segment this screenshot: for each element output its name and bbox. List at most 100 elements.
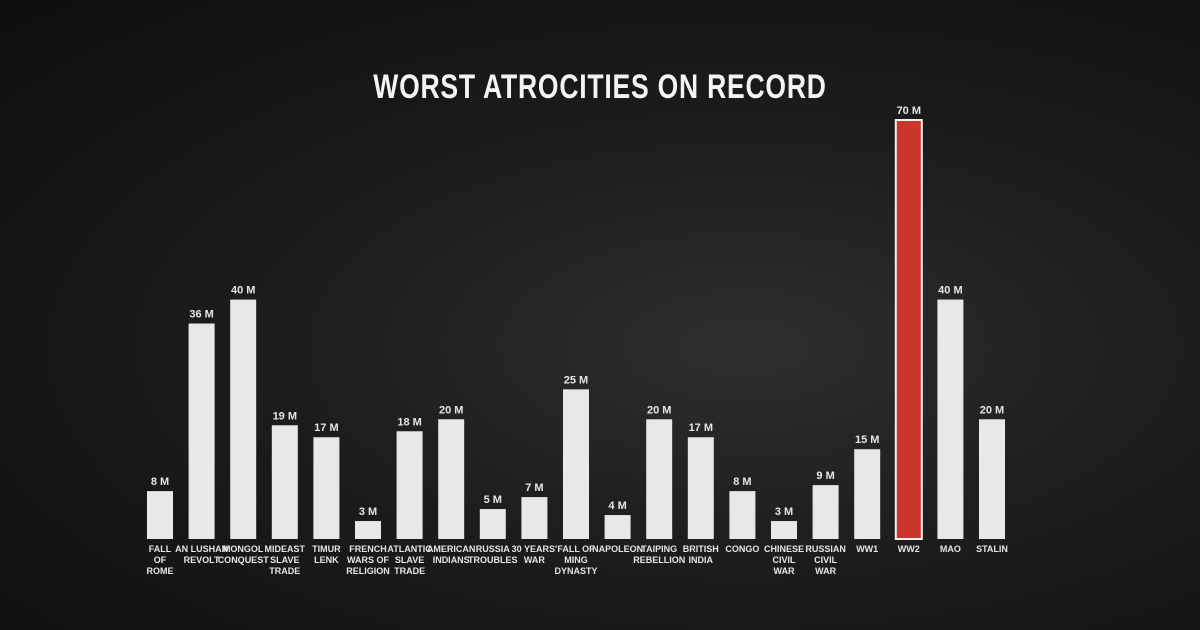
category-label-line: TAIPING — [641, 544, 677, 554]
bar-15 — [771, 521, 797, 539]
category-label-line: WW1 — [856, 544, 878, 554]
category-label-line: AN LUSHAN — [175, 544, 228, 554]
bar-7 — [438, 419, 465, 539]
bar-5 — [355, 521, 381, 539]
bar-value-label-14: 8 M — [733, 476, 751, 488]
category-label-15: CHINESE CIVIL WAR — [764, 544, 804, 576]
category-label-20: STALIN — [976, 544, 1008, 554]
bar-19 — [937, 299, 964, 539]
category-label-13: BRITISH INDIA — [683, 544, 719, 565]
category-label-7: AMERICAN INDIANS — [427, 544, 476, 565]
bar-20 — [979, 419, 1005, 539]
bar-value-label-5: 3 M — [359, 506, 377, 518]
category-label-line: REBELLION — [633, 555, 685, 565]
category-label-line: WAR — [774, 566, 795, 576]
chart-title: WORST ATROCITIES ON RECORD — [373, 68, 827, 106]
category-label-line: TROUBLES — [468, 555, 518, 565]
category-label-2: MONGOL CONQUEST — [218, 544, 270, 565]
bar-value-label-17: 15 M — [855, 434, 879, 446]
category-label-line: CIVIL — [772, 555, 796, 565]
category-label-line: SLAVE — [395, 555, 424, 565]
category-label-line: STALIN — [976, 544, 1008, 554]
bar-value-label-4: 17 M — [314, 422, 338, 434]
bar-2 — [230, 299, 257, 539]
bar-value-label-7: 20 M — [439, 404, 463, 416]
bar-4 — [313, 437, 340, 539]
category-label-10: FALL OF MING DYNASTY — [554, 544, 597, 576]
category-label-line: INDIA — [689, 555, 714, 565]
category-label-19: MAO — [940, 544, 961, 554]
category-label-14: CONGO — [725, 544, 759, 554]
category-label-line: WAR — [524, 555, 545, 565]
category-label-line: MING — [564, 555, 588, 565]
category-label-1: AN LUSHAN REVOLT — [175, 544, 228, 565]
category-label-line: CONGO — [725, 544, 759, 554]
bar-8 — [479, 509, 506, 539]
bar-value-label-1: 36 M — [189, 309, 213, 321]
category-label-line: FALL — [149, 544, 172, 554]
bar-14 — [729, 491, 756, 539]
category-label-line: CHINESE — [764, 544, 804, 554]
bar-value-label-11: 4 M — [608, 500, 626, 512]
category-label-9: 30 YEARS' WAR — [512, 544, 558, 565]
bar-6 — [396, 431, 423, 539]
category-label-line: OF — [154, 555, 167, 565]
category-label-line: TRADE — [269, 566, 300, 576]
bar-value-label-8: 5 M — [484, 494, 502, 506]
category-label-line: TRADE — [394, 566, 425, 576]
category-label-line: TIMUR — [312, 544, 341, 554]
bar-9 — [521, 497, 548, 539]
bar-value-label-19: 40 M — [938, 285, 962, 297]
category-label-line: MAO — [940, 544, 961, 554]
category-label-line: LENK — [314, 555, 339, 565]
bar-1 — [188, 323, 215, 539]
category-label-line: SLAVE — [270, 555, 299, 565]
bar-value-label-13: 17 M — [689, 422, 713, 434]
bar-10 — [563, 389, 589, 539]
category-label-line: MONGOL — [223, 544, 264, 554]
bar-12 — [646, 419, 673, 539]
category-label-11: NAPOLEON — [592, 544, 643, 554]
category-label-line: DYNASTY — [554, 566, 597, 576]
category-label-line: WW2 — [898, 544, 920, 554]
category-label-line: ATLANTIC — [387, 544, 432, 554]
bar-value-label-16: 9 M — [816, 470, 834, 482]
bar-value-label-20: 20 M — [980, 404, 1004, 416]
category-label-3: MIDEAST SLAVE TRADE — [265, 544, 306, 576]
category-label-line: 30 YEARS' — [512, 544, 558, 554]
bar-value-label-0: 8 M — [151, 476, 169, 488]
bar-value-label-18: 70 M — [897, 105, 921, 117]
category-label-line: INDIANS — [433, 555, 470, 565]
category-label-line: CIVIL — [814, 555, 838, 565]
bar-3 — [271, 425, 298, 539]
category-label-12: TAIPING REBELLION — [633, 544, 685, 565]
category-label-line: CONQUEST — [218, 555, 270, 565]
category-label-line: NAPOLEON — [592, 544, 643, 554]
category-label-line: FRENCH — [349, 544, 387, 554]
category-label-line: WARS OF — [347, 555, 390, 565]
bar-value-label-2: 40 M — [231, 285, 255, 297]
category-label-line: MIDEAST — [265, 544, 306, 554]
bar-11 — [604, 515, 631, 539]
category-label-line: RUSSIAN — [805, 544, 846, 554]
category-label-line: RELIGION — [346, 566, 390, 576]
bar-value-label-15: 3 M — [775, 506, 793, 518]
bar-value-label-10: 25 M — [564, 374, 588, 386]
category-label-0: FALL OF ROME — [147, 544, 174, 576]
category-label-line: RUSSIA — [476, 544, 511, 554]
category-label-line: REVOLT — [184, 555, 220, 565]
category-label-5: FRENCH WARS OF RELIGION — [346, 544, 390, 576]
category-label-8: RUSSIA TROUBLES — [468, 544, 518, 565]
bar-0 — [147, 491, 173, 539]
bar-value-label-6: 18 M — [397, 416, 421, 428]
category-label-line: AMERICAN — [427, 544, 476, 554]
bar-13 — [687, 437, 714, 539]
bar-value-label-12: 20 M — [647, 404, 671, 416]
category-label-6: ATLANTIC SLAVE TRADE — [387, 544, 432, 576]
category-label-16: RUSSIAN CIVIL WAR — [805, 544, 846, 576]
category-label-4: TIMUR LENK — [312, 544, 341, 565]
bar-16 — [812, 485, 839, 539]
bar-17 — [854, 449, 881, 539]
